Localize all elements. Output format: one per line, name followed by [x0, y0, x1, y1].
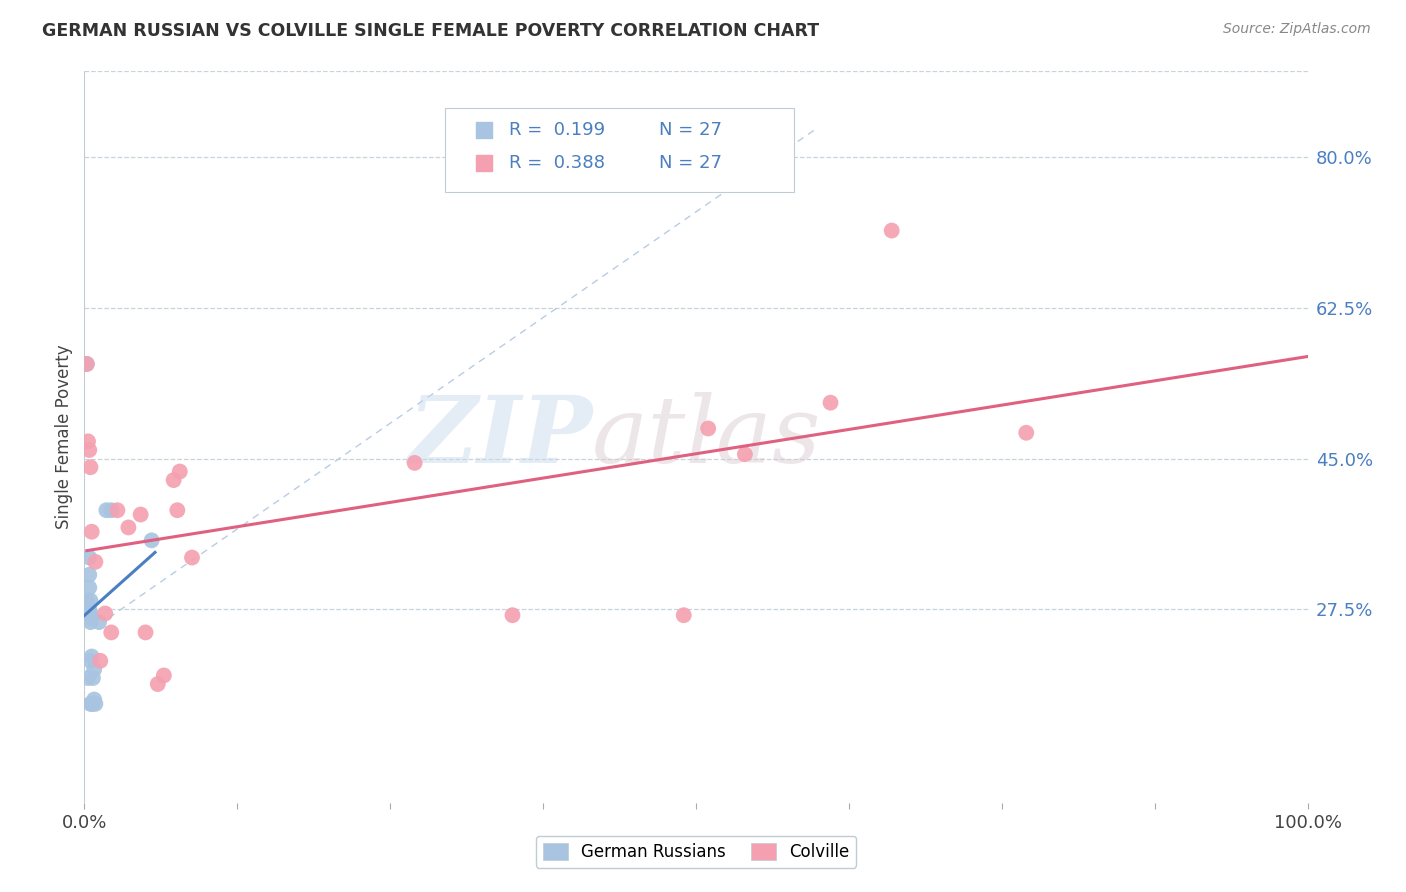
Point — [77, 602, 100, 616]
Legend: German Russians, Colville: German Russians, Colville — [536, 836, 856, 868]
Point — [82, 671, 104, 685]
Point — [80, 649, 103, 664]
Text: N = 27: N = 27 — [659, 153, 723, 172]
Point — [117, 520, 139, 534]
Point — [77, 611, 100, 625]
Point — [94, 607, 117, 621]
Text: atlas: atlas — [592, 392, 821, 482]
Text: ZIP: ZIP — [408, 392, 592, 482]
Point — [79, 615, 101, 629]
Point — [672, 608, 695, 623]
Point — [1015, 425, 1038, 440]
Point — [83, 692, 105, 706]
Text: Source: ZipAtlas.com: Source: ZipAtlas.com — [1223, 22, 1371, 37]
Point — [697, 421, 720, 435]
Point — [502, 608, 524, 623]
Point — [80, 697, 103, 711]
Point — [404, 456, 426, 470]
Point — [77, 550, 100, 565]
Point — [880, 223, 903, 237]
Point — [79, 607, 101, 621]
Point — [79, 697, 101, 711]
Point — [75, 357, 97, 371]
Point — [472, 47, 495, 62]
Point — [77, 567, 100, 582]
Point — [141, 533, 163, 548]
Point — [100, 503, 122, 517]
Text: R =  0.199: R = 0.199 — [509, 121, 605, 139]
Point — [79, 593, 101, 607]
Point — [146, 677, 169, 691]
Point — [169, 465, 191, 479]
Point — [84, 697, 107, 711]
Point — [163, 473, 186, 487]
Point — [76, 357, 98, 371]
Point — [79, 654, 101, 668]
Point — [89, 654, 111, 668]
Point — [100, 625, 122, 640]
Point — [80, 611, 103, 625]
Point — [82, 697, 104, 711]
Text: R =  0.388: R = 0.388 — [509, 153, 605, 172]
Point — [820, 395, 842, 409]
Point — [76, 357, 98, 371]
Text: GERMAN RUSSIAN VS COLVILLE SINGLE FEMALE POVERTY CORRELATION CHART: GERMAN RUSSIAN VS COLVILLE SINGLE FEMALE… — [42, 22, 820, 40]
Point — [87, 615, 110, 629]
Point — [135, 625, 157, 640]
Point — [96, 503, 118, 517]
Point — [129, 508, 152, 522]
Text: N = 27: N = 27 — [659, 121, 723, 139]
Point — [472, 86, 495, 100]
Point — [77, 581, 100, 595]
Point — [76, 593, 98, 607]
Point — [77, 434, 100, 449]
Point — [83, 662, 105, 676]
Point — [105, 503, 128, 517]
Point — [181, 550, 204, 565]
Y-axis label: Single Female Poverty: Single Female Poverty — [55, 345, 73, 529]
Point — [77, 602, 100, 616]
FancyBboxPatch shape — [446, 108, 794, 192]
Point — [84, 555, 107, 569]
Point — [166, 503, 188, 517]
Point — [734, 447, 756, 461]
Point — [77, 671, 100, 685]
Point — [79, 460, 101, 475]
Point — [80, 524, 103, 539]
Point — [153, 668, 176, 682]
Point — [77, 442, 100, 457]
